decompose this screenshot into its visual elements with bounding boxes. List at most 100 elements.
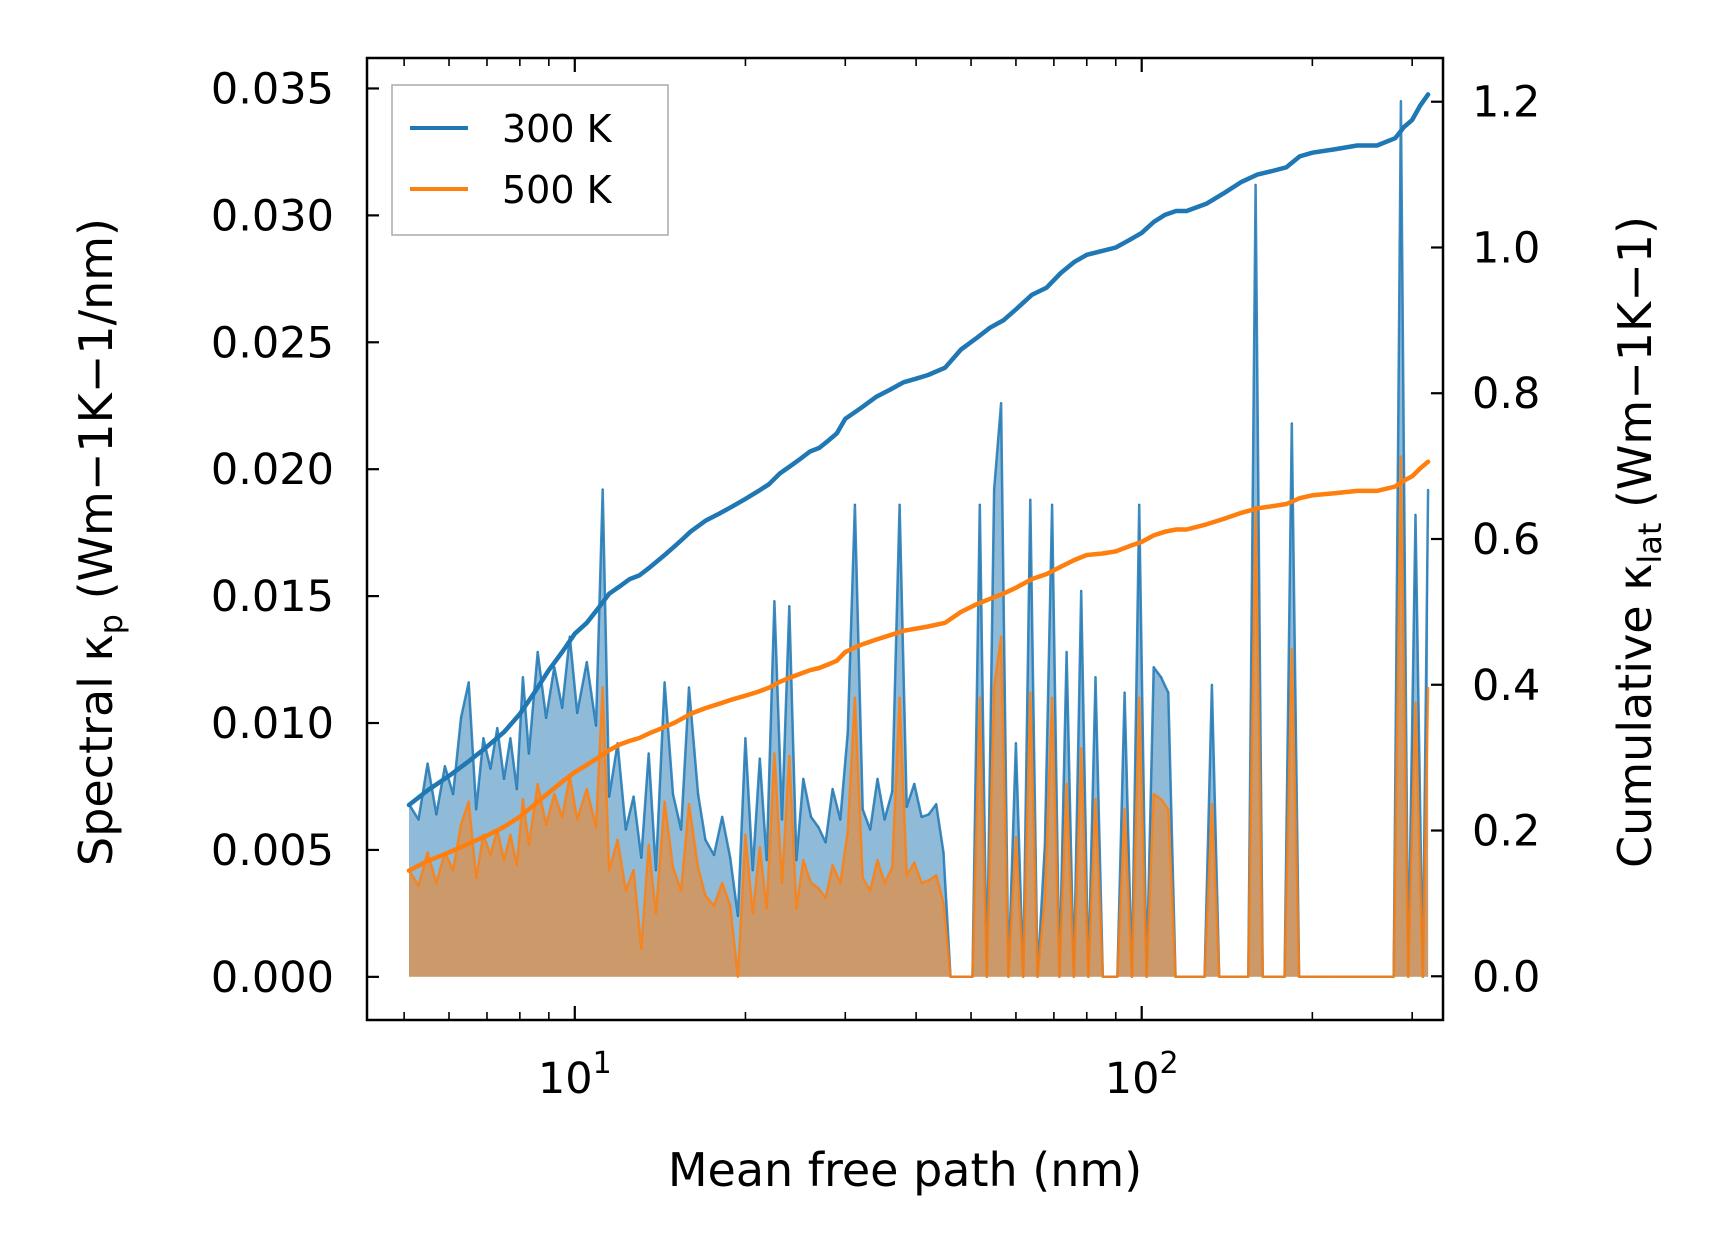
spectral-point-500k	[751, 912, 754, 915]
cumulative-point-300k	[789, 464, 792, 468]
spectral-point-500k	[935, 874, 937, 877]
spectral-point-300k	[426, 762, 429, 765]
spectral-point-300k	[1152, 666, 1155, 668]
cumulative-point-500k	[665, 725, 668, 728]
spectral-point-500k	[1131, 976, 1133, 978]
spectral-point-300k	[697, 793, 699, 795]
spectral-point-300k	[663, 681, 666, 684]
spectral-point-300k	[846, 732, 849, 734]
spectral-point-500k	[561, 816, 563, 818]
spectral-point-300k	[759, 757, 761, 760]
legend-label-300k: 300 K	[502, 107, 613, 151]
spectral-point-500k	[971, 976, 974, 978]
cumulative-point-500k	[673, 721, 676, 724]
spectral-point-500k	[1356, 976, 1359, 978]
cumulative-point-300k	[818, 446, 821, 450]
cumulative-point-300k	[704, 519, 707, 522]
cumulative-point-300k	[1072, 260, 1076, 264]
spectral-point-300k	[729, 856, 731, 859]
cumulative-point-300k	[943, 366, 947, 369]
spectral-point-500k	[1225, 976, 1228, 978]
cumulative-point-300k	[860, 406, 863, 409]
spectral-point-500k	[1058, 976, 1061, 978]
cumulative-point-500k	[818, 666, 821, 670]
cumulative-point-500k	[518, 815, 522, 818]
spectral-point-300k	[773, 600, 776, 602]
spectral-point-300k	[1080, 590, 1082, 592]
spectral-point-500k	[452, 869, 454, 871]
spectral-point-500k	[905, 874, 908, 877]
cumulative-point-300k	[1185, 209, 1188, 213]
spectral-point-300k	[1291, 422, 1293, 425]
spectral-point-300k	[640, 856, 643, 859]
y-axis-label-right: Cumulative κlat (Wm−1K−1)	[1608, 216, 1669, 868]
spectral-point-500k	[744, 833, 747, 836]
spectral-point-300k	[1400, 100, 1402, 102]
cumulative-point-300k	[1114, 246, 1118, 249]
cumulative-point-300k	[844, 417, 847, 420]
cumulative-point-300k	[1311, 151, 1314, 154]
cumulative-point-500k	[943, 621, 947, 624]
cumulative-point-500k	[731, 698, 734, 701]
cumulative-point-300k	[573, 632, 576, 635]
cumulative-point-500k	[889, 634, 892, 637]
spectral-point-500k	[759, 846, 761, 849]
spectral-point-500k	[1400, 455, 1402, 458]
spectral-point-300k	[528, 752, 530, 755]
spectral-point-500k	[802, 859, 805, 861]
spectral-point-300k	[1051, 503, 1053, 506]
spectral-point-500k	[913, 861, 916, 864]
cumulative-point-300k	[1127, 239, 1131, 242]
spectral-point-300k	[444, 765, 446, 767]
spectral-point-300k	[942, 851, 945, 854]
spectral-point-500k	[1203, 976, 1206, 978]
cumulative-point-500k	[778, 680, 782, 683]
cumulative-point-500k	[744, 694, 747, 697]
spectral-point-300k	[672, 793, 674, 795]
spectral-point-500k	[1427, 686, 1429, 689]
y-right-tick-label: 0.4	[1472, 661, 1540, 711]
spectral-point-500k	[957, 976, 959, 978]
spectral-point-300k	[680, 828, 682, 831]
cumulative-point-500k	[656, 728, 659, 732]
spectral-point-500k	[1000, 635, 1002, 638]
spectral-point-500k	[435, 882, 438, 884]
cumulative-point-500k	[608, 749, 611, 752]
cumulative-point-500k	[767, 686, 771, 689]
spectral-point-500k	[528, 844, 530, 846]
spectral-point-500k	[1363, 976, 1366, 978]
spectral-point-500k	[663, 800, 666, 803]
spectral-point-300k	[435, 813, 438, 816]
legend: 300 K 500 K	[391, 84, 669, 236]
spectral-point-300k	[1000, 402, 1002, 405]
spectral-point-500k	[1291, 648, 1293, 651]
cumulative-point-300k	[902, 381, 905, 384]
spectral-point-300k	[817, 826, 820, 828]
spectral-point-300k	[460, 717, 462, 719]
spectral-point-300k	[905, 806, 908, 808]
spectral-point-300k	[509, 737, 512, 740]
cumulative-point-500k	[467, 842, 470, 845]
y-left-tick-label: 0.025	[211, 318, 334, 368]
spectral-point-500k	[536, 783, 539, 785]
cumulative-point-300k	[827, 439, 830, 442]
spectral-point-500k	[942, 902, 945, 904]
spectral-point-300k	[489, 767, 492, 770]
spectral-point-500k	[729, 905, 731, 907]
spectral-point-500k	[737, 976, 739, 978]
cumulative-point-300k	[1334, 147, 1338, 151]
spectral-point-500k	[1269, 976, 1271, 978]
spectral-point-500k	[1422, 976, 1424, 978]
spectral-point-500k	[773, 752, 776, 755]
spectral-point-500k	[986, 976, 988, 978]
y-left-tick-label: 0.030	[211, 191, 334, 241]
spectral-point-300k	[496, 727, 499, 729]
spectral-line-500k	[407, 455, 1430, 979]
cumulative-point-500k	[914, 627, 918, 630]
spectral-point-500k	[1022, 976, 1024, 978]
x-tick-label: 102	[1105, 1046, 1179, 1104]
spectral-point-300k	[452, 793, 454, 795]
spectral-point-500k	[1044, 897, 1046, 899]
cumulative-point-300k	[778, 472, 782, 475]
cumulative-point-300k	[1356, 144, 1359, 147]
